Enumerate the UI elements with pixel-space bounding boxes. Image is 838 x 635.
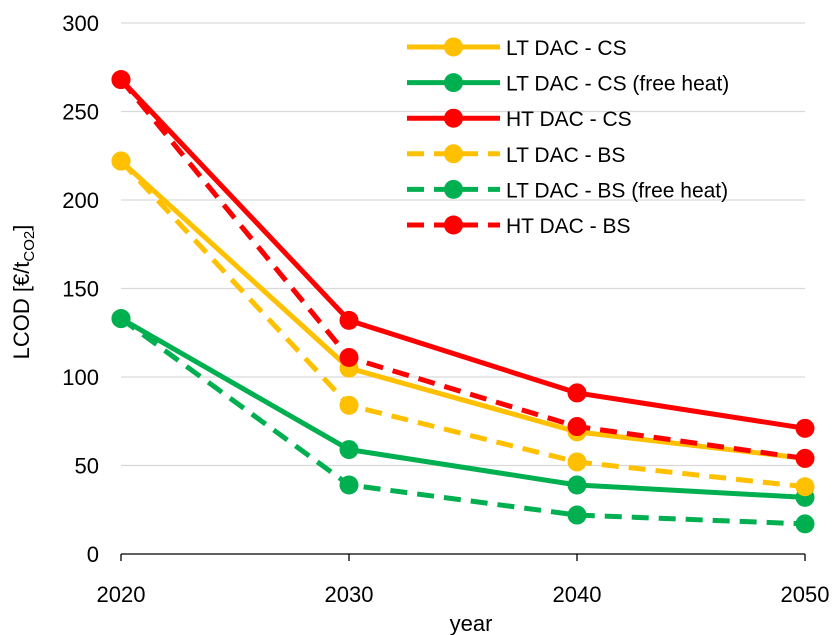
- data-point: [111, 151, 131, 171]
- data-point: [339, 310, 359, 330]
- data-point: [567, 417, 587, 437]
- data-point: [795, 477, 815, 497]
- axes: 0 50 100 150 200 250 300 2020 2030 2040 2050: [62, 11, 829, 607]
- data-point: [339, 475, 359, 495]
- y-axis-label: LCOD [€/tCO2]: [9, 225, 38, 360]
- data-point: [567, 505, 587, 525]
- y-axis-label-end: ]: [9, 225, 34, 231]
- data-point: [795, 514, 815, 534]
- series-1: [111, 309, 815, 507]
- series-line: [119, 316, 806, 500]
- data-point: [795, 448, 815, 468]
- y-tick-label: 0: [87, 542, 99, 567]
- series-line: [119, 77, 806, 431]
- y-tick-label: 150: [62, 277, 99, 302]
- y-tick-label: 300: [62, 11, 99, 36]
- legend-entry: HT DAC - CS: [407, 108, 632, 131]
- legend-entry: LT DAC - CS (free heat): [407, 73, 729, 96]
- data-point: [111, 70, 131, 90]
- legend-marker: [444, 179, 463, 199]
- legend-entry: LT DAC - BS (free heat): [407, 179, 728, 202]
- y-tick-label: 200: [62, 188, 99, 213]
- legend-label: HT DAC - CS: [506, 108, 632, 131]
- data-point: [567, 452, 587, 472]
- series-line: [119, 159, 806, 461]
- legend-marker: [444, 144, 463, 164]
- y-tick-label: 100: [62, 365, 99, 390]
- legend-entry: HT DAC - BS: [407, 215, 630, 238]
- legend-marker: [444, 215, 463, 235]
- legend-entry: LT DAC - BS: [407, 144, 625, 167]
- legend-marker: [444, 37, 463, 57]
- series-2: [111, 70, 815, 438]
- x-tick-label: 2030: [325, 582, 374, 607]
- data-point: [111, 309, 131, 329]
- series-4: [111, 309, 815, 534]
- data-point: [567, 383, 587, 403]
- data-point: [567, 475, 587, 495]
- legend-label: LT DAC - BS: [506, 144, 625, 167]
- x-tick-label: 2040: [553, 582, 602, 607]
- series-3: [111, 151, 815, 497]
- legend-label: HT DAC - BS: [506, 215, 630, 238]
- legend: LT DAC - CS LT DAC - CS (free heat) HT DAC…: [407, 37, 729, 238]
- series-5: [111, 70, 815, 468]
- legend-marker: [444, 73, 463, 93]
- legend-label: LT DAC - CS (free heat): [506, 73, 729, 96]
- legend-label: LT DAC - BS (free heat): [506, 179, 728, 202]
- legend-marker: [444, 108, 463, 128]
- series-line: [119, 78, 806, 461]
- y-tick-label: 250: [62, 100, 99, 125]
- data-point: [339, 440, 359, 460]
- x-axis-label: year: [450, 611, 493, 635]
- series-line: [119, 316, 806, 527]
- legend-entry: LT DAC - CS: [407, 37, 627, 60]
- y-tick-label: 50: [75, 454, 99, 479]
- y-axis-label-subscript: CO2: [21, 231, 38, 262]
- series-lines: [111, 70, 815, 534]
- x-tick-label: 2020: [97, 582, 146, 607]
- data-point: [339, 395, 359, 415]
- series-line: [119, 159, 806, 490]
- x-tick-label: 2050: [781, 582, 830, 607]
- y-axis-label-main: LCOD [€/t: [9, 262, 34, 360]
- legend-label: LT DAC - CS: [506, 37, 627, 60]
- data-point: [339, 348, 359, 368]
- data-point: [795, 418, 815, 438]
